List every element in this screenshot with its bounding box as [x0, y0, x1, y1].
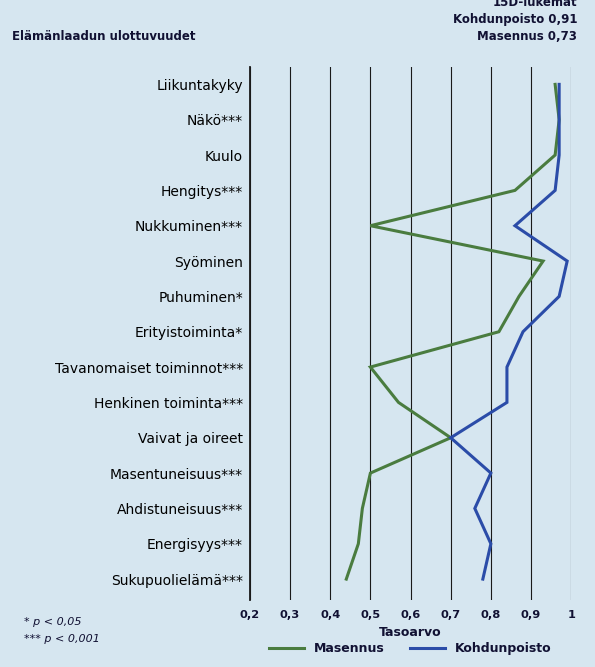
Text: 15D-lukemat
Kohdunpoisto 0,91
Masennus 0,73: 15D-lukemat Kohdunpoisto 0,91 Masennus 0… [453, 0, 577, 43]
Text: *** p < 0,001: *** p < 0,001 [24, 634, 100, 644]
X-axis label: Tasoarvo: Tasoarvo [379, 626, 442, 638]
Legend: Masennus, Kohdunpoisto: Masennus, Kohdunpoisto [270, 642, 552, 656]
Text: * p < 0,05: * p < 0,05 [24, 617, 82, 627]
Text: Elämänlaadun ulottuvuudet: Elämänlaadun ulottuvuudet [12, 31, 195, 43]
